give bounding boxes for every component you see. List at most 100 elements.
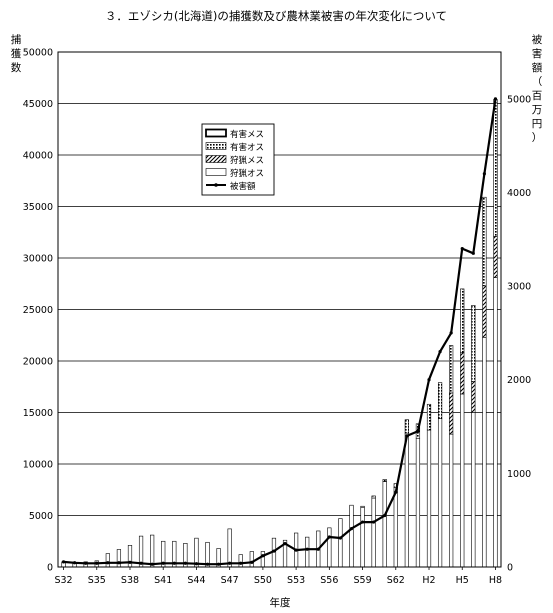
- damage-point: [493, 97, 498, 101]
- x-tick-label: S47: [221, 575, 239, 586]
- legend-label: 狩猟メス: [230, 155, 264, 166]
- y2-axis-label: 被害額（百万円）: [532, 33, 543, 144]
- bar-segment: [249, 551, 254, 568]
- damage-point: [128, 560, 132, 564]
- x-tick-label: S41: [154, 575, 172, 586]
- damage-point: [305, 547, 309, 551]
- legend-marker: [214, 183, 218, 187]
- legend-label: 有害メス: [230, 129, 264, 140]
- x-tick-label: S44: [187, 575, 205, 586]
- damage-point: [471, 251, 475, 255]
- gridlines: [58, 51, 501, 568]
- bar-segment: [426, 403, 432, 431]
- damage-line-group: [61, 97, 498, 566]
- bar-segment: [471, 305, 476, 382]
- y-tick-label: 50000: [23, 48, 53, 59]
- damage-point: [205, 562, 210, 566]
- damage-point: [117, 561, 121, 565]
- x-tick-label: H2: [422, 575, 435, 586]
- bar-segment: [460, 288, 465, 354]
- bar-segment: [493, 277, 498, 568]
- damage-point: [449, 331, 453, 335]
- y-axis-right: 0 1000 2000 3000 4000 5000: [507, 94, 531, 573]
- bar-segment: [404, 419, 409, 434]
- x-tick-label: S35: [88, 575, 106, 586]
- damage-point: [106, 561, 110, 565]
- damage-point: [150, 562, 154, 566]
- y-tick-label: 40000: [23, 151, 53, 162]
- bar-segment: [327, 527, 332, 568]
- bar-segment: [437, 418, 443, 568]
- y-tick-label: 25000: [23, 305, 53, 316]
- damage-point: [194, 562, 199, 566]
- damage-point: [482, 172, 486, 176]
- bar-segment: [471, 381, 476, 413]
- damage-point: [228, 561, 232, 565]
- damage-point: [427, 378, 431, 382]
- bar-segment: [360, 505, 365, 508]
- bar-segment: [493, 99, 498, 237]
- x-tick-label: S62: [387, 575, 405, 586]
- y-tick-label: 10000: [23, 460, 53, 471]
- bar-segment: [404, 432, 409, 568]
- bar-segment: [305, 536, 310, 568]
- damage-point: [239, 561, 243, 565]
- damage-line: [63, 98, 497, 566]
- bar-segment: [338, 518, 343, 568]
- y2-tick-label: 2000: [507, 375, 531, 386]
- plot-frame: [57, 51, 502, 568]
- damage-point: [416, 429, 420, 433]
- legend-swatch: [205, 155, 227, 163]
- legend-swatch: [205, 142, 227, 150]
- damage-point: [61, 560, 66, 564]
- y-tick-label: 20000: [23, 357, 53, 368]
- bar-segment: [393, 487, 398, 568]
- bar-stacks: [61, 99, 498, 568]
- damage-point: [172, 561, 176, 565]
- damage-point: [139, 561, 143, 565]
- damage-point: [250, 560, 254, 564]
- bar-segment: [482, 337, 487, 568]
- bar-segment: [349, 504, 354, 568]
- damage-point: [73, 561, 77, 565]
- legend-label: 被害額: [230, 181, 256, 192]
- y-tick-label: 45000: [23, 99, 53, 110]
- bar-segment: [238, 554, 243, 568]
- damage-point: [294, 548, 298, 552]
- x-tick-label: H5: [456, 575, 469, 586]
- damage-point: [338, 536, 343, 540]
- bar-segment: [105, 553, 110, 568]
- y2-tick-label: 0: [507, 563, 513, 574]
- bar-segment: [371, 495, 376, 499]
- bar-segment: [371, 497, 376, 568]
- x-axis-label: 年度: [270, 596, 291, 609]
- legend-label: 狩猟オス: [230, 168, 264, 179]
- bar-segment: [482, 285, 487, 338]
- legend-label: 有害オス: [230, 142, 264, 153]
- bar-segment: [449, 392, 454, 435]
- damage-point: [283, 541, 287, 546]
- bar-segment: [449, 433, 454, 568]
- damage-point: [360, 520, 365, 524]
- bar-segment: [150, 534, 155, 568]
- y-tick-label: 0: [47, 563, 53, 574]
- bar-segment: [415, 437, 421, 568]
- damage-point: [183, 561, 187, 565]
- damage-point: [460, 247, 464, 251]
- y2-tick-label: 4000: [507, 188, 531, 199]
- x-tick-label: S53: [287, 575, 305, 586]
- bar-segment: [460, 352, 465, 395]
- y-tick-label: 30000: [23, 254, 53, 265]
- x-tick-label: S32: [54, 575, 72, 586]
- y-tick-label: 15000: [23, 408, 53, 419]
- bar-segment: [382, 479, 387, 482]
- bar-segment: [227, 528, 232, 568]
- bar-segment: [460, 393, 465, 568]
- x-tick-label: S38: [121, 575, 139, 586]
- damage-point: [372, 520, 376, 524]
- damage-point: [261, 554, 265, 558]
- x-tick-label: S50: [254, 575, 272, 586]
- damage-point: [161, 561, 165, 565]
- damage-point: [316, 547, 320, 551]
